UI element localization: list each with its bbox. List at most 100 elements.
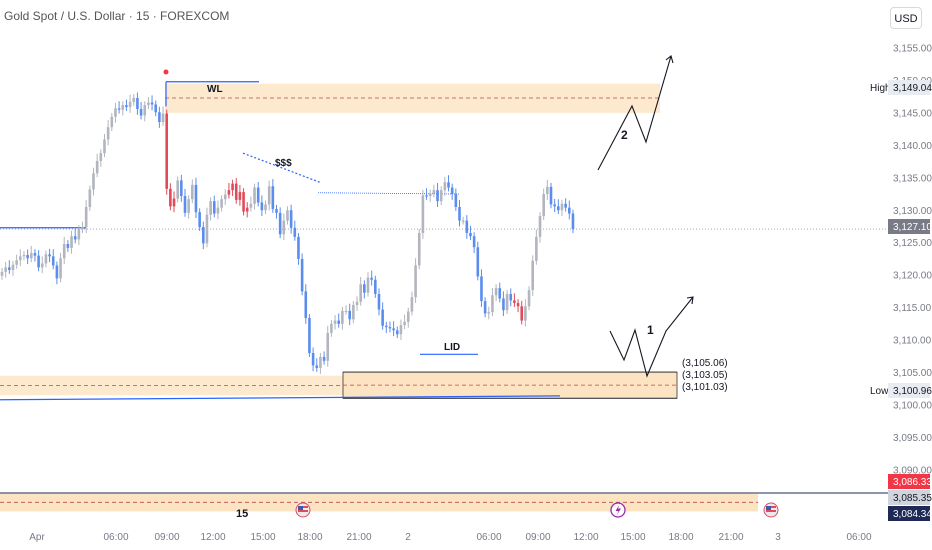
candle — [447, 175, 450, 192]
candle — [472, 232, 476, 254]
candle — [300, 253, 304, 296]
candle — [476, 241, 480, 281]
candle — [212, 195, 216, 218]
candle — [304, 284, 308, 324]
candle — [77, 225, 81, 246]
lightning-event-icon[interactable] — [610, 502, 626, 518]
low-label: Low — [870, 386, 889, 397]
candle — [92, 167, 95, 196]
candle — [245, 202, 249, 218]
candle — [117, 101, 121, 114]
candle — [385, 321, 388, 333]
zone-level-bottom: (3,101.03) — [682, 382, 728, 393]
time-tick-label: 12:00 — [200, 532, 225, 543]
us-flag-icon-right[interactable] — [763, 502, 779, 518]
red-price-value: 3,086.33 — [893, 477, 932, 488]
candle — [483, 297, 487, 318]
candle — [114, 102, 117, 123]
gray-price-tag: 3,085.35 — [888, 490, 932, 505]
candle — [275, 205, 278, 219]
price-tick-label: 3,090.00 — [893, 465, 932, 476]
candle — [546, 179, 549, 200]
high-price-tag: High 3,149.04 — [870, 80, 932, 95]
time-tick-label: 15:00 — [250, 532, 275, 543]
wl-marker-dot — [163, 69, 169, 75]
candle — [125, 99, 128, 111]
candle — [403, 314, 406, 330]
time-tick-label: 09:00 — [525, 532, 550, 543]
candle — [535, 229, 538, 265]
time-tick-label: 21:00 — [346, 532, 371, 543]
price-tick-label: 3,100.00 — [893, 400, 932, 411]
candle — [66, 240, 70, 252]
candle — [557, 199, 560, 215]
candle — [549, 182, 553, 209]
candle — [169, 183, 172, 211]
candle — [531, 255, 534, 296]
price-tick-label: 3,115.00 — [893, 303, 932, 314]
high-value: 3,149.04 — [893, 83, 932, 94]
candle — [293, 220, 297, 241]
candle — [73, 229, 77, 244]
candle — [147, 96, 150, 110]
candle — [388, 321, 392, 333]
candle — [399, 319, 403, 341]
candle — [330, 319, 333, 337]
time-tick-label: 06:00 — [103, 532, 128, 543]
candle — [553, 198, 556, 213]
candle — [527, 286, 531, 311]
candle — [377, 288, 381, 316]
candle — [256, 182, 260, 207]
chart-title: Gold Spot / U.S. Dollar · 15 · FOREXCOM — [4, 9, 230, 23]
candle — [4, 261, 7, 278]
candle — [454, 188, 458, 211]
candle — [480, 269, 483, 307]
lid-label: LID — [444, 342, 460, 353]
currency-button[interactable]: USD — [890, 7, 922, 29]
bottom-zone-label: 15 — [236, 508, 248, 520]
candle — [319, 353, 322, 374]
range-low-line — [0, 395, 561, 401]
candle — [443, 176, 447, 196]
price-axis[interactable]: 3,155.003,150.003,145.003,140.003,135.00… — [893, 44, 932, 477]
current-price-tag: 3,127.10 — [888, 219, 932, 234]
candle — [267, 180, 271, 211]
candle — [260, 195, 264, 217]
candle — [502, 291, 505, 317]
candle — [121, 101, 125, 116]
candle — [520, 300, 524, 325]
time-axis[interactable]: Apr 06:00 09:00 12:00 15:00 18:00 21:00 2 06:00 0… — [29, 532, 872, 543]
candle — [143, 101, 147, 122]
candle — [40, 256, 44, 274]
candle — [289, 204, 293, 234]
candle — [344, 305, 348, 315]
candle — [154, 100, 158, 117]
candle — [48, 248, 51, 263]
candle — [62, 236, 66, 265]
candle — [19, 249, 22, 267]
candle — [106, 120, 110, 146]
candle — [29, 245, 33, 263]
high-label: High — [870, 83, 891, 94]
candle — [139, 101, 143, 120]
candle — [191, 179, 194, 204]
candle — [51, 249, 55, 270]
candle — [242, 188, 245, 216]
price-tick-label: 3,105.00 — [893, 368, 932, 379]
candle — [136, 92, 139, 115]
time-tick-label: 18:00 — [668, 532, 693, 543]
candle — [95, 153, 99, 178]
candle — [88, 185, 92, 211]
price-tick-label: 3,110.00 — [893, 336, 932, 347]
candle — [326, 325, 330, 367]
candle — [381, 302, 384, 330]
price-tick-label: 3,125.00 — [893, 238, 932, 249]
us-flag-icon[interactable] — [295, 502, 311, 518]
low-price-tag: Low 3,100.96 — [870, 383, 932, 398]
candle — [487, 306, 491, 320]
candle — [524, 299, 527, 327]
time-tick-label: Apr — [29, 532, 45, 543]
candle — [253, 183, 256, 210]
price-tick-label: 3,140.00 — [893, 141, 932, 152]
